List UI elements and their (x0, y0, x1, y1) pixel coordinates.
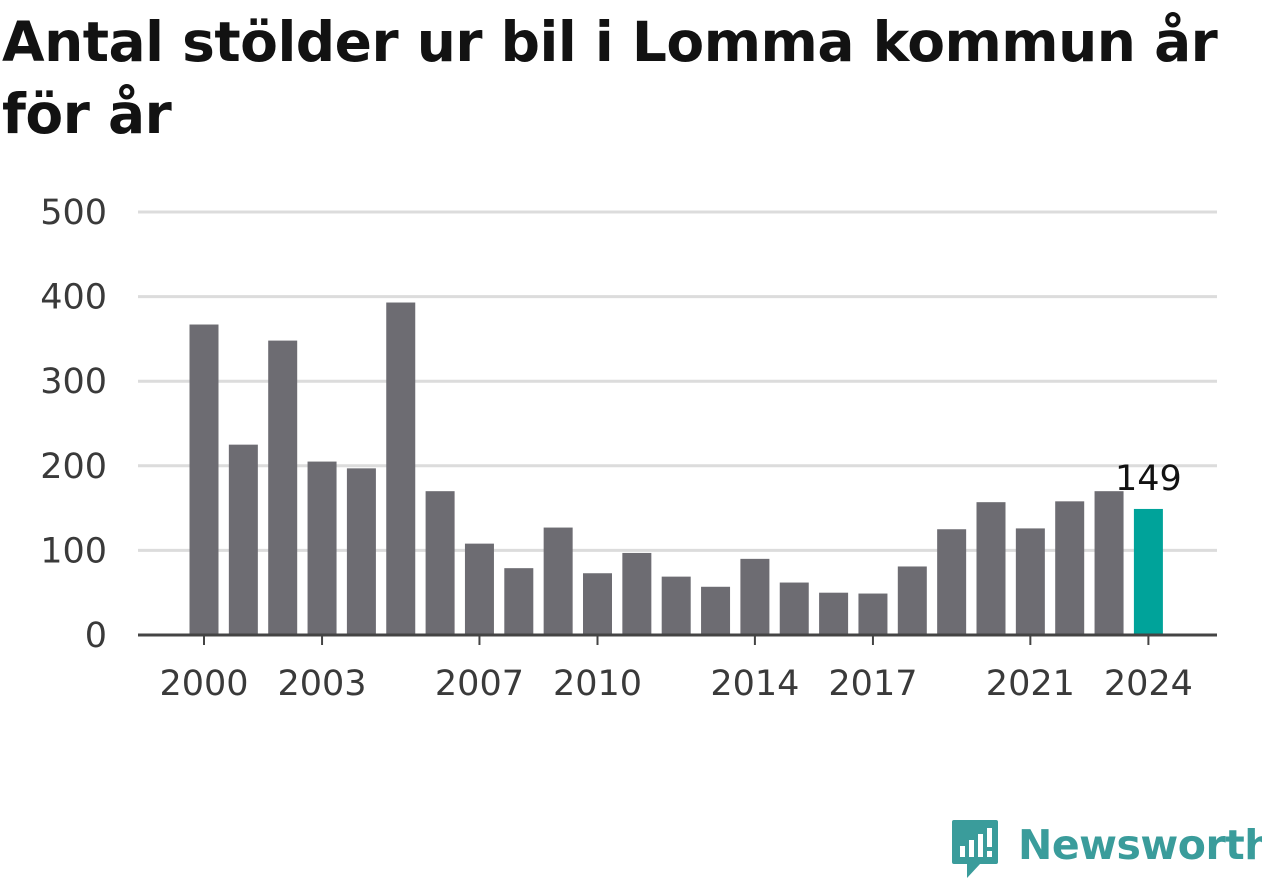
x-tick-label-2000: 2000 (159, 664, 248, 704)
bar-2004 (346, 468, 376, 635)
bar-2010 (583, 573, 612, 635)
newsworthy-logo: Newsworthy (950, 818, 1262, 880)
bar-2014 (740, 558, 770, 635)
bar-2017 (858, 593, 888, 635)
bar-2008 (504, 568, 534, 635)
axes (138, 633, 1217, 645)
y-tick-label-400: 400 (40, 278, 107, 318)
chart-title: Antal stölder ur bil i Lomma kommun år f… (2, 10, 1218, 146)
y-tick-label-300: 300 (40, 362, 107, 402)
bar-2024 (1133, 508, 1163, 635)
bar-2012 (661, 576, 691, 635)
bar-2006 (425, 491, 455, 635)
bar-2013 (701, 586, 731, 635)
x-tick-label-2024: 2024 (1104, 664, 1193, 704)
x-tick-label-2007: 2007 (435, 664, 524, 704)
bar-2016 (819, 592, 849, 635)
x-tick-label-2021: 2021 (986, 664, 1075, 704)
x-tick-label-2010: 2010 (553, 664, 642, 704)
bar-2015 (779, 582, 809, 635)
bar-2005 (386, 302, 416, 635)
x-tick-label-2014: 2014 (710, 664, 799, 704)
data-label-2024: 149 (1115, 459, 1182, 499)
bars (189, 302, 1163, 635)
y-tick-label-0: 0 (85, 616, 107, 656)
y-tick-label-100: 100 (40, 531, 107, 571)
bar-2011 (622, 552, 652, 635)
newsworthy-logo-text: Newsworthy (1018, 821, 1262, 869)
x-tick-label-2003: 2003 (278, 664, 367, 704)
bar-2009 (543, 527, 573, 635)
y-tick-label-500: 500 (40, 193, 107, 233)
bar-2023 (1094, 491, 1124, 635)
x-tick-label-2017: 2017 (828, 664, 917, 704)
gridlines (138, 210, 1217, 552)
bar-2002 (268, 340, 298, 635)
labels: 0 100 200 300 400 500 2000 2003 2007 2010 2014 2017… (40, 193, 1193, 704)
bar-2007 (464, 543, 494, 635)
bar-2021 (1015, 528, 1045, 635)
bar-2019 (937, 529, 967, 635)
bar-2020 (976, 502, 1006, 635)
y-tick-label-200: 200 (40, 447, 107, 487)
newsworthy-logo-icon (952, 820, 998, 878)
bar-2003 (307, 461, 337, 635)
bar-2022 (1055, 501, 1085, 635)
bar-2001 (228, 444, 258, 635)
bar-2018 (897, 566, 927, 635)
bar-2000 (189, 324, 219, 635)
